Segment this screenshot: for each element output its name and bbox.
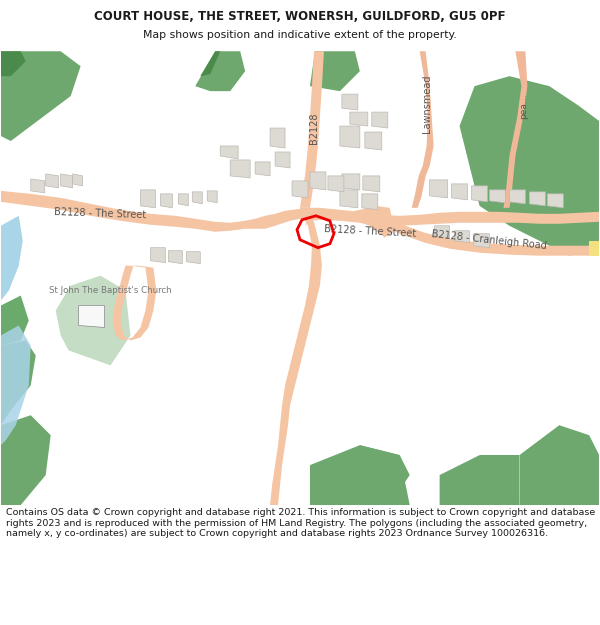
Text: Lawnsmead: Lawnsmead — [422, 75, 431, 133]
Polygon shape — [140, 190, 155, 208]
Text: B2128 - Cranleigh Road: B2128 - Cranleigh Road — [431, 229, 548, 251]
Polygon shape — [490, 190, 505, 203]
Polygon shape — [310, 51, 360, 91]
Polygon shape — [529, 192, 545, 206]
Polygon shape — [412, 51, 434, 208]
Polygon shape — [310, 445, 410, 505]
Polygon shape — [300, 51, 324, 208]
Polygon shape — [220, 146, 238, 159]
Polygon shape — [207, 191, 217, 203]
Polygon shape — [372, 112, 388, 128]
Polygon shape — [192, 192, 202, 204]
Polygon shape — [270, 128, 285, 148]
Polygon shape — [46, 174, 59, 188]
Polygon shape — [460, 76, 599, 256]
Polygon shape — [440, 455, 520, 505]
Polygon shape — [275, 152, 290, 168]
Polygon shape — [455, 231, 470, 242]
Polygon shape — [160, 194, 172, 208]
Text: St John The Baptist's Church: St John The Baptist's Church — [49, 286, 172, 295]
Polygon shape — [1, 216, 23, 301]
Polygon shape — [355, 208, 370, 226]
Polygon shape — [503, 51, 527, 208]
Polygon shape — [434, 226, 449, 238]
Polygon shape — [340, 126, 360, 148]
Text: B2128 - The Street: B2128 - The Street — [323, 224, 416, 239]
Polygon shape — [195, 51, 245, 91]
Text: pea...: pea... — [519, 93, 528, 119]
Polygon shape — [1, 51, 26, 76]
Polygon shape — [520, 425, 599, 505]
Polygon shape — [430, 180, 448, 198]
Polygon shape — [305, 208, 599, 226]
Polygon shape — [1, 341, 36, 425]
Polygon shape — [230, 160, 250, 178]
Polygon shape — [452, 184, 467, 200]
Polygon shape — [473, 234, 490, 248]
Polygon shape — [310, 172, 326, 190]
Polygon shape — [328, 176, 344, 192]
Polygon shape — [472, 186, 487, 202]
Text: COURT HOUSE, THE STREET, WONERSH, GUILDFORD, GU5 0PF: COURT HOUSE, THE STREET, WONERSH, GUILDF… — [94, 10, 506, 23]
Polygon shape — [1, 326, 31, 445]
Polygon shape — [365, 206, 395, 238]
Polygon shape — [31, 179, 45, 193]
Polygon shape — [350, 445, 410, 505]
Polygon shape — [479, 455, 520, 505]
Polygon shape — [270, 208, 322, 505]
Polygon shape — [113, 266, 157, 341]
Polygon shape — [350, 112, 368, 126]
Polygon shape — [178, 194, 188, 206]
Polygon shape — [1, 191, 310, 232]
Polygon shape — [73, 174, 83, 186]
Text: B2128: B2128 — [309, 112, 319, 144]
Polygon shape — [365, 132, 382, 150]
Polygon shape — [56, 276, 130, 366]
Polygon shape — [1, 296, 29, 346]
Polygon shape — [151, 248, 166, 262]
Polygon shape — [547, 194, 563, 208]
Text: B2128 - The Street: B2128 - The Street — [55, 208, 147, 221]
Polygon shape — [370, 208, 599, 256]
Polygon shape — [61, 174, 73, 188]
Text: Map shows position and indicative extent of the property.: Map shows position and indicative extent… — [143, 30, 457, 40]
Polygon shape — [255, 162, 270, 176]
Polygon shape — [362, 194, 378, 210]
Polygon shape — [363, 176, 380, 192]
Polygon shape — [169, 251, 182, 264]
Polygon shape — [342, 174, 360, 190]
Polygon shape — [589, 241, 599, 256]
Polygon shape — [1, 415, 50, 505]
Text: Contains OS data © Crown copyright and database right 2021. This information is : Contains OS data © Crown copyright and d… — [6, 508, 595, 538]
Polygon shape — [340, 190, 358, 208]
Polygon shape — [342, 94, 358, 110]
Polygon shape — [79, 306, 104, 328]
Polygon shape — [200, 51, 220, 76]
Polygon shape — [1, 51, 80, 141]
Polygon shape — [292, 181, 308, 198]
Polygon shape — [509, 190, 526, 204]
Polygon shape — [187, 252, 200, 264]
